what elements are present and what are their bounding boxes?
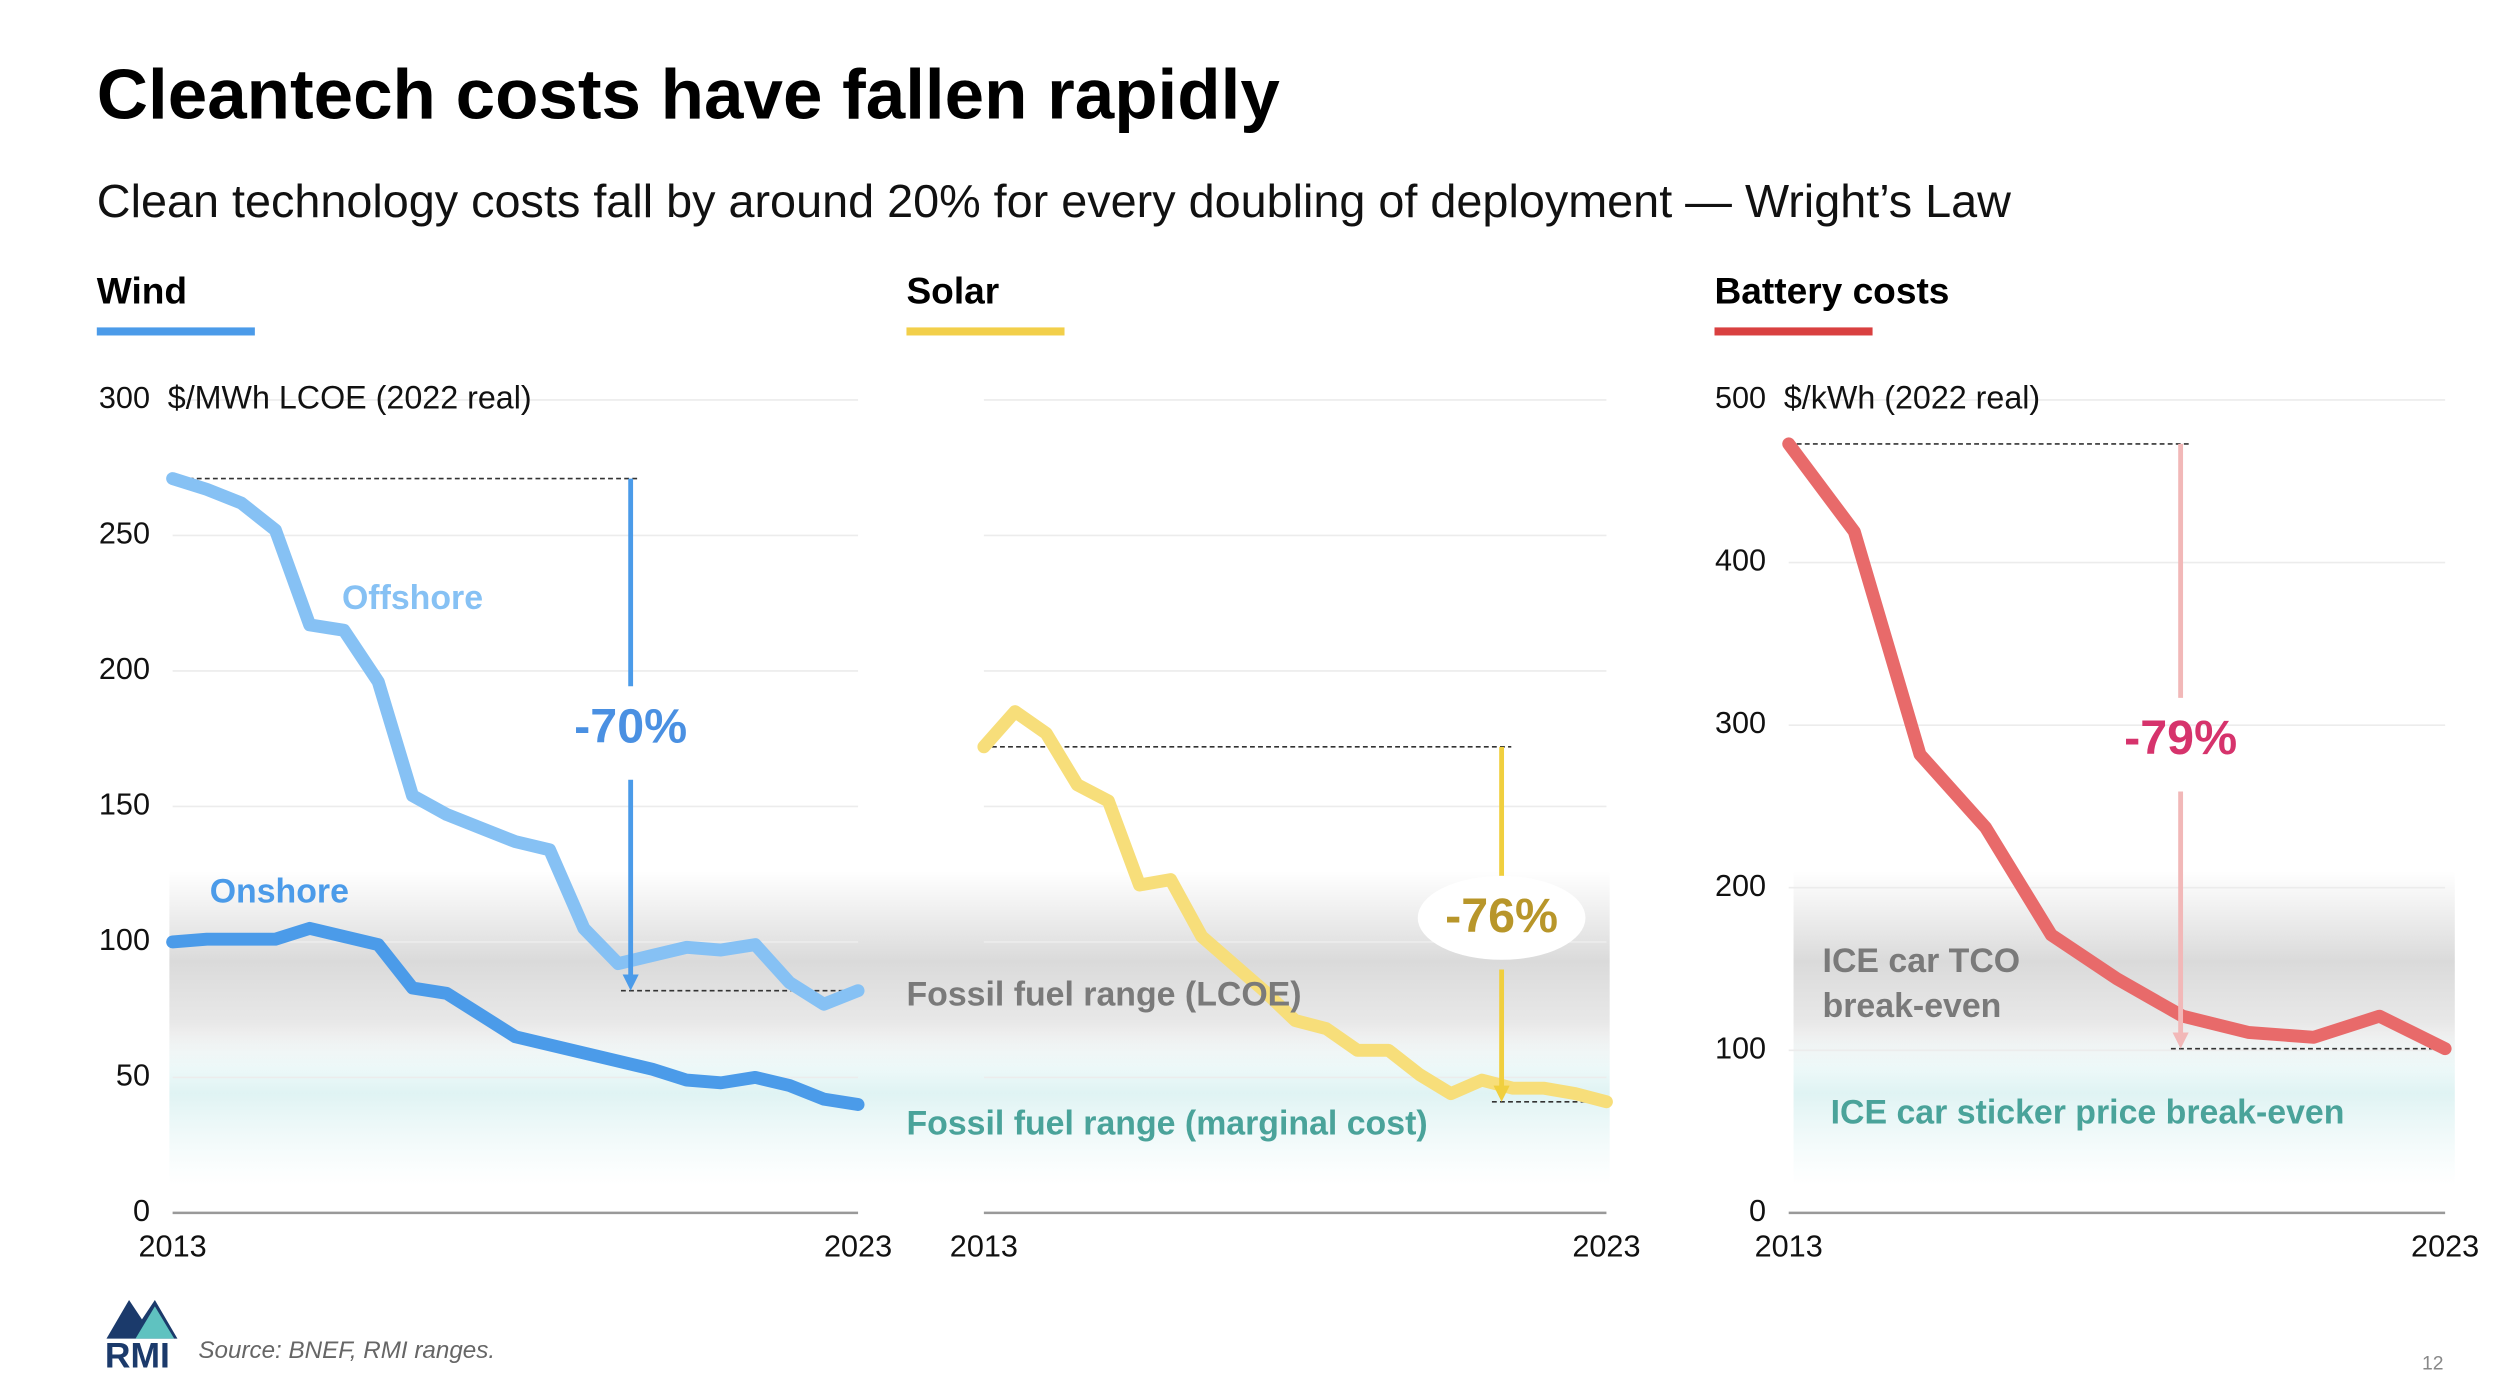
source: Source: BNEF, RMI ranges. bbox=[198, 1337, 495, 1364]
change-label: -76% bbox=[1445, 889, 1558, 943]
y-tick-label: 100 bbox=[99, 923, 150, 957]
y-axis-label: $/MWh LCOE (2022 real) bbox=[168, 380, 532, 416]
x-tick-label: 2013 bbox=[1755, 1229, 1823, 1263]
y-tick-label: 0 bbox=[1749, 1194, 1766, 1228]
series-line bbox=[166, 472, 865, 1011]
change-label: -79% bbox=[2124, 711, 2237, 765]
x-tick-label: 2013 bbox=[139, 1229, 207, 1263]
plots: Wind 0 50 100 150 200 250 300 $/MWh LCOE (2022 r… bbox=[96, 269, 2479, 1263]
y-tick-label: 0 bbox=[133, 1194, 150, 1228]
logo-text: RMI bbox=[105, 1335, 170, 1375]
annotation: break-even bbox=[1823, 987, 2002, 1025]
arrow-head bbox=[622, 974, 639, 991]
y-tick-label: 300 bbox=[99, 381, 150, 415]
bands bbox=[169, 870, 2455, 1186]
y-tick-label: 150 bbox=[99, 788, 150, 822]
x-tick-label: 2023 bbox=[824, 1229, 892, 1263]
y-tick-label: 400 bbox=[1715, 544, 1766, 578]
series-line bbox=[166, 921, 865, 1111]
y-tick-label: 300 bbox=[1715, 706, 1766, 740]
y-axis-label: $/kWh (2022 real) bbox=[1784, 380, 2040, 416]
logo: RMI bbox=[105, 1299, 178, 1375]
title: Cleantech costs have fallen rapidly bbox=[97, 56, 1281, 135]
ice-sticker-band bbox=[1793, 1032, 2455, 1186]
panel-accent bbox=[906, 327, 1065, 336]
x-tick-label: 2023 bbox=[1572, 1229, 1640, 1263]
y-tick-label: 200 bbox=[1715, 869, 1766, 903]
logo-mark bbox=[135, 1306, 175, 1339]
panel-accent bbox=[96, 327, 255, 336]
y-tick-label: 250 bbox=[99, 517, 150, 551]
arrow-head bbox=[1493, 1085, 1510, 1102]
series-label: Onshore bbox=[210, 872, 349, 910]
annotation: Fossil fuel range (marginal cost) bbox=[906, 1105, 1427, 1143]
y-tick-label: 500 bbox=[1715, 381, 1766, 415]
change-label: -70% bbox=[574, 700, 687, 754]
y-tick-label: 50 bbox=[116, 1058, 150, 1092]
panel-accent bbox=[1714, 327, 1873, 336]
subtitle: Clean technology costs fall by around 20… bbox=[97, 175, 2011, 227]
series-label: Offshore bbox=[342, 579, 483, 617]
panel-title: Solar bbox=[906, 269, 999, 311]
annotation: Fossil fuel range (LCOE) bbox=[906, 976, 1301, 1014]
y-tick-label: 200 bbox=[99, 652, 150, 686]
page-number: 12 bbox=[2422, 1353, 2444, 1375]
series-line bbox=[1782, 437, 2452, 1056]
annotation: ICE car TCO bbox=[1823, 942, 2021, 980]
fossil-marginal-band bbox=[169, 1032, 1610, 1186]
panel-title: Wind bbox=[97, 269, 187, 311]
x-tick-label: 2023 bbox=[2411, 1229, 2479, 1263]
label-bg bbox=[1417, 875, 1586, 960]
y-tick-label: 100 bbox=[1715, 1031, 1766, 1065]
annotation: ICE car sticker price break-even bbox=[1831, 1093, 2345, 1131]
panel-title: Battery costs bbox=[1715, 269, 1950, 311]
arrow-head bbox=[2172, 1032, 2189, 1049]
x-tick-label: 2013 bbox=[950, 1229, 1018, 1263]
